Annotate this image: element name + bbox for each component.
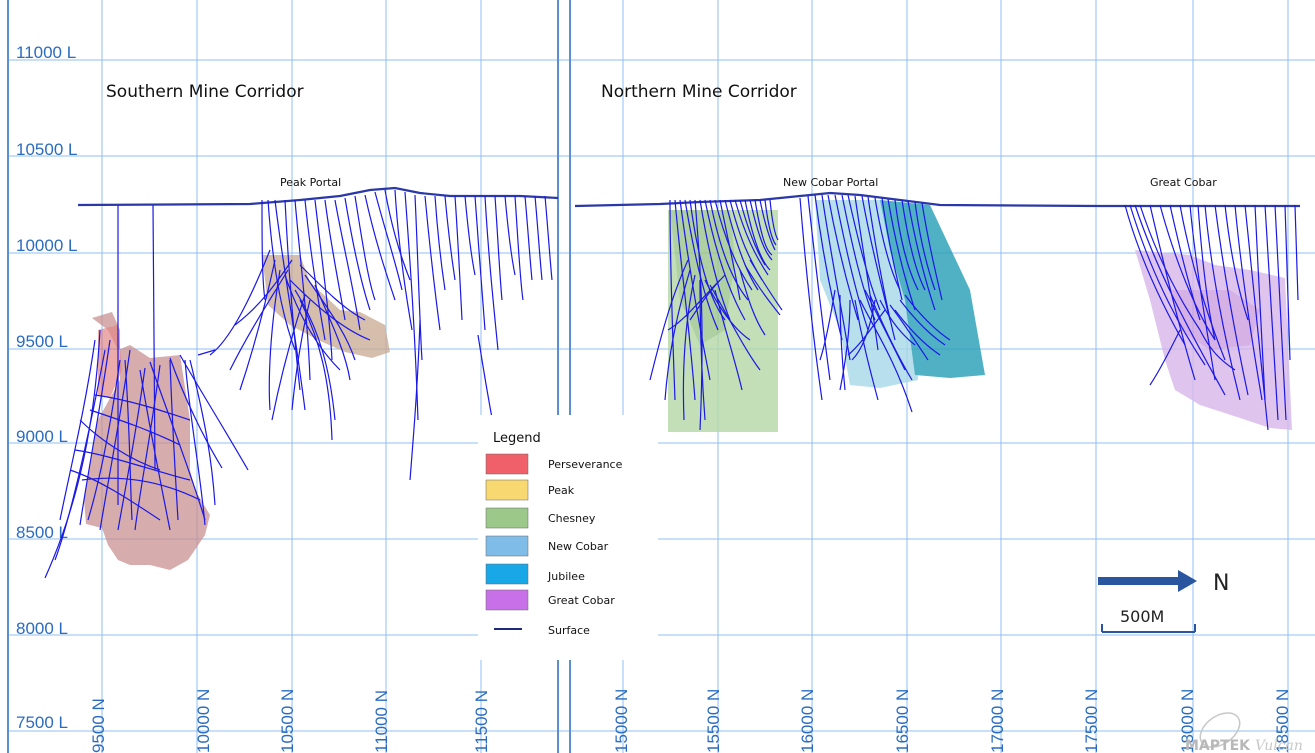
north-label: N <box>1213 571 1229 596</box>
northing-label: 16500 N <box>893 689 912 753</box>
legend-label: Chesney <box>548 512 596 525</box>
surface-line-north <box>574 191 1300 208</box>
watermark-product: Vulcan <box>1255 738 1303 753</box>
jubilee-solid <box>880 200 985 378</box>
northern-corridor-title: Northern Mine Corridor <box>601 82 797 102</box>
rl-label: 8000 L <box>16 619 68 638</box>
legend-label: Great Cobar <box>548 594 615 607</box>
northing-label: 18500 N <box>1273 689 1292 753</box>
rl-gridlines <box>8 59 1315 732</box>
peak-portal-label: Peak Portal <box>280 176 341 189</box>
rl-labels: 11000 L 10500 L 10000 L 9500 L 9000 L 85… <box>16 43 77 732</box>
rl-label: 9500 L <box>16 332 68 351</box>
northing-label: 18000 N <box>1178 689 1197 753</box>
great-cobar-solid <box>1135 250 1292 430</box>
great-cobar-drillholes <box>1124 204 1299 431</box>
legend-swatch-perseverance <box>485 453 529 475</box>
legend-swatch-chesney <box>485 507 529 529</box>
rl-label: 10000 L <box>16 236 77 255</box>
legend: Legend Perseverance Peak Chesney New Cob… <box>478 415 658 660</box>
legend-swatch-jubilee <box>485 563 529 585</box>
legend-label: Jubilee <box>547 570 585 583</box>
north-arrow: N <box>1098 570 1229 596</box>
northing-label: 15500 N <box>704 689 723 753</box>
rl-label: 11000 L <box>16 43 76 62</box>
northing-label: 11500 N <box>472 690 491 753</box>
northing-label: 10000 N <box>194 689 213 753</box>
rl-label: 7500 L <box>16 713 68 732</box>
rl-label: 9000 L <box>16 427 68 446</box>
southern-panel-border <box>7 0 559 753</box>
northing-label: 17000 N <box>988 689 1007 753</box>
southern-corridor-title: Southern Mine Corridor <box>106 82 304 102</box>
surface-line <box>77 186 559 207</box>
northing-label: 10500 N <box>278 689 297 753</box>
northern-drillholes <box>649 199 783 431</box>
watermark-brand: MAPTEK <box>1185 738 1251 753</box>
legend-label: Perseverance <box>548 458 623 471</box>
legend-label: Peak <box>548 484 575 497</box>
legend-title: Legend <box>493 431 541 446</box>
legend-swatch-new-cobar <box>485 535 529 557</box>
northern-panel-border <box>569 0 571 753</box>
rl-label: 8500 L <box>16 523 68 542</box>
scale-label: 500M <box>1120 607 1164 626</box>
rl-label: 10500 L <box>16 140 77 159</box>
perseverance-solid <box>84 312 210 570</box>
northing-label: 11000 N <box>372 690 391 753</box>
northing-labels: 9500 N 10000 N 10500 N 11000 N 11500 N 1… <box>89 689 1292 753</box>
northing-label: 17500 N <box>1082 689 1101 753</box>
maptek-logo: MAPTEK Vulcan <box>1185 712 1303 753</box>
legend-label: Surface <box>548 624 590 637</box>
northing-label: 9500 N <box>89 698 108 753</box>
northing-label: 15000 N <box>612 689 631 753</box>
legend-swatch-great-cobar <box>485 589 529 611</box>
southern-drillholes <box>44 204 249 579</box>
northing-label: 16000 N <box>798 689 817 753</box>
legend-swatch-peak <box>485 479 529 501</box>
jubilee-drillholes <box>799 194 951 413</box>
peak-drillholes <box>209 189 553 481</box>
legend-label: New Cobar <box>548 540 609 553</box>
new-cobar-portal-label: New Cobar Portal <box>783 176 878 189</box>
scale-bar: 500M <box>1101 607 1196 633</box>
great-cobar-label: Great Cobar <box>1150 176 1217 189</box>
southern-orebodies <box>84 255 390 570</box>
